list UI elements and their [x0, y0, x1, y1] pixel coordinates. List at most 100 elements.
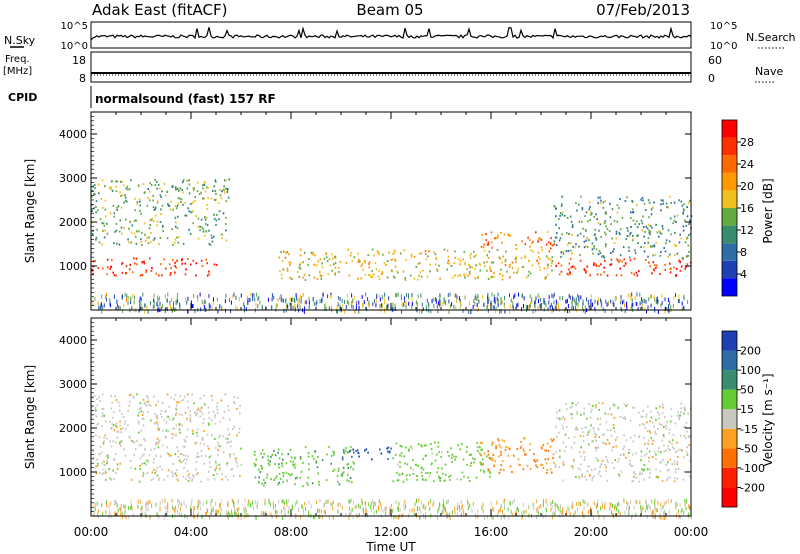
velocity-echo-cell [599, 417, 602, 420]
velocity-echo-cell [589, 416, 592, 419]
power-echo-cell-clutter [105, 295, 107, 299]
velocity-echo-cell [146, 404, 148, 407]
power-echo-cell [626, 227, 628, 230]
velocity-echo-cell [160, 455, 162, 458]
power-echo-cell-clutter [367, 302, 369, 307]
power-echo-cell-clutter [294, 299, 296, 304]
power-echo-cell-clutter [407, 293, 409, 298]
power-echo-cell [413, 277, 416, 280]
velocity-echo-cell [613, 426, 615, 429]
velocity-echo-cell [499, 446, 502, 449]
velocity-echo-cell [172, 427, 174, 430]
velocity-echo-cell [294, 456, 296, 459]
power-echo-cell-clutter [294, 306, 296, 311]
power-echo-cell [189, 233, 192, 235]
velocity-echo-cell-clutter [125, 515, 127, 520]
power-echo-cell-clutter [620, 300, 621, 305]
power-echo-cell [631, 211, 634, 214]
velocity-echo-cell [644, 442, 646, 445]
power-echo-cell [214, 198, 216, 201]
power-echo-cell [334, 256, 337, 259]
power-echo-cell [92, 272, 94, 275]
power-echo-cell-clutter [394, 303, 396, 308]
velocity-echo-cell [648, 450, 651, 453]
velocity-echo-cell [595, 404, 597, 406]
velocity-echo-cell [652, 439, 654, 442]
power-echo-cell [95, 236, 98, 239]
power-echo-cell [211, 240, 214, 243]
power-echo-cell [587, 220, 589, 223]
power-echo-cell-clutter [470, 308, 472, 313]
power-echo-cell [598, 250, 601, 252]
power-echo-cell-clutter [435, 297, 437, 302]
power-echo-cell [660, 232, 663, 235]
velocity-echo-cell-clutter [451, 510, 453, 515]
power-echo-cell [185, 214, 188, 217]
power-echo-cell [483, 265, 486, 268]
velocity-echo-cell-clutter [130, 505, 132, 510]
power-echo-cell [381, 270, 384, 273]
power-echo-cell [649, 233, 651, 236]
velocity-echo-cell [273, 479, 275, 481]
power-echo-cell [650, 208, 653, 211]
velocity-echo-cell-clutter [339, 502, 341, 507]
power-echo-cell [641, 222, 644, 225]
power-echo-cell [204, 181, 206, 184]
velocity-echo-cell [321, 459, 324, 462]
power-echo-cell [188, 183, 191, 186]
velocity-echo-cell [97, 462, 99, 465]
velocity-echo-cell [253, 454, 256, 457]
power-echo-cell-clutter [576, 301, 578, 306]
velocity-echo-cell [117, 430, 120, 433]
power-echo-cell [599, 196, 601, 199]
velocity-echo-cell [355, 449, 357, 452]
power-echo-cell-clutter [534, 304, 536, 308]
power-echo-cell [675, 221, 677, 223]
velocity-echo-cell [566, 408, 568, 411]
velocity-echo-cell-clutter [504, 515, 506, 520]
velocity-echo-cell [107, 456, 109, 459]
power-echo-cell [171, 228, 173, 231]
power-echo-cell-clutter [208, 307, 210, 312]
velocity-echo-cell [281, 462, 283, 465]
velocity-echo-cell [680, 407, 682, 410]
velocity-echo-cell [615, 445, 618, 448]
velocity-echo-cell [156, 466, 158, 469]
nave-label: Nave [755, 65, 783, 78]
power-echo-cell [393, 276, 396, 279]
velocity-echo-cell [141, 417, 144, 420]
velocity-echo-cell [113, 429, 116, 432]
velocity-echo-cell-clutter [178, 504, 179, 509]
velocity-echo-cell [207, 422, 210, 425]
velocity-echo-cell-clutter [636, 500, 638, 505]
velocity-echo-cell-clutter [120, 507, 122, 512]
velocity-echo-cell [270, 478, 272, 481]
velocity-echo-cell [302, 461, 304, 464]
power-echo-cell [593, 262, 595, 264]
velocity-echo-cell [154, 413, 157, 416]
velocity-echo-cell [489, 475, 491, 478]
power-echo-cell [635, 271, 638, 274]
velocity-echo-cell [473, 461, 475, 464]
velocity-echo-cell-clutter [119, 507, 121, 511]
velocity-echo-cell-clutter [653, 514, 655, 519]
power-echo-cell-clutter [286, 303, 288, 308]
power-echo-cell [125, 187, 128, 190]
velocity-echo-cell [341, 456, 344, 459]
velocity-echo-cell [430, 443, 432, 445]
velocity-echo-cell [428, 475, 431, 478]
velocity-echo-cell [555, 435, 558, 438]
power-echo-cell [160, 213, 162, 215]
power-echo-cell [515, 255, 517, 258]
velocity-echo-cell [227, 405, 230, 408]
velocity-echo-cell [195, 412, 198, 415]
velocity-echo-cell-clutter [598, 515, 600, 520]
velocity-echo-cell [173, 398, 176, 401]
power-echo-cell [551, 262, 553, 264]
velocity-echo-cell [659, 461, 661, 464]
velocity-echo-cell [97, 464, 99, 467]
power-echo-cell [391, 270, 394, 273]
velocity-echo-cell [610, 434, 613, 437]
power-echo-cell [188, 192, 191, 195]
velocity-echo-cell-clutter [684, 498, 686, 503]
